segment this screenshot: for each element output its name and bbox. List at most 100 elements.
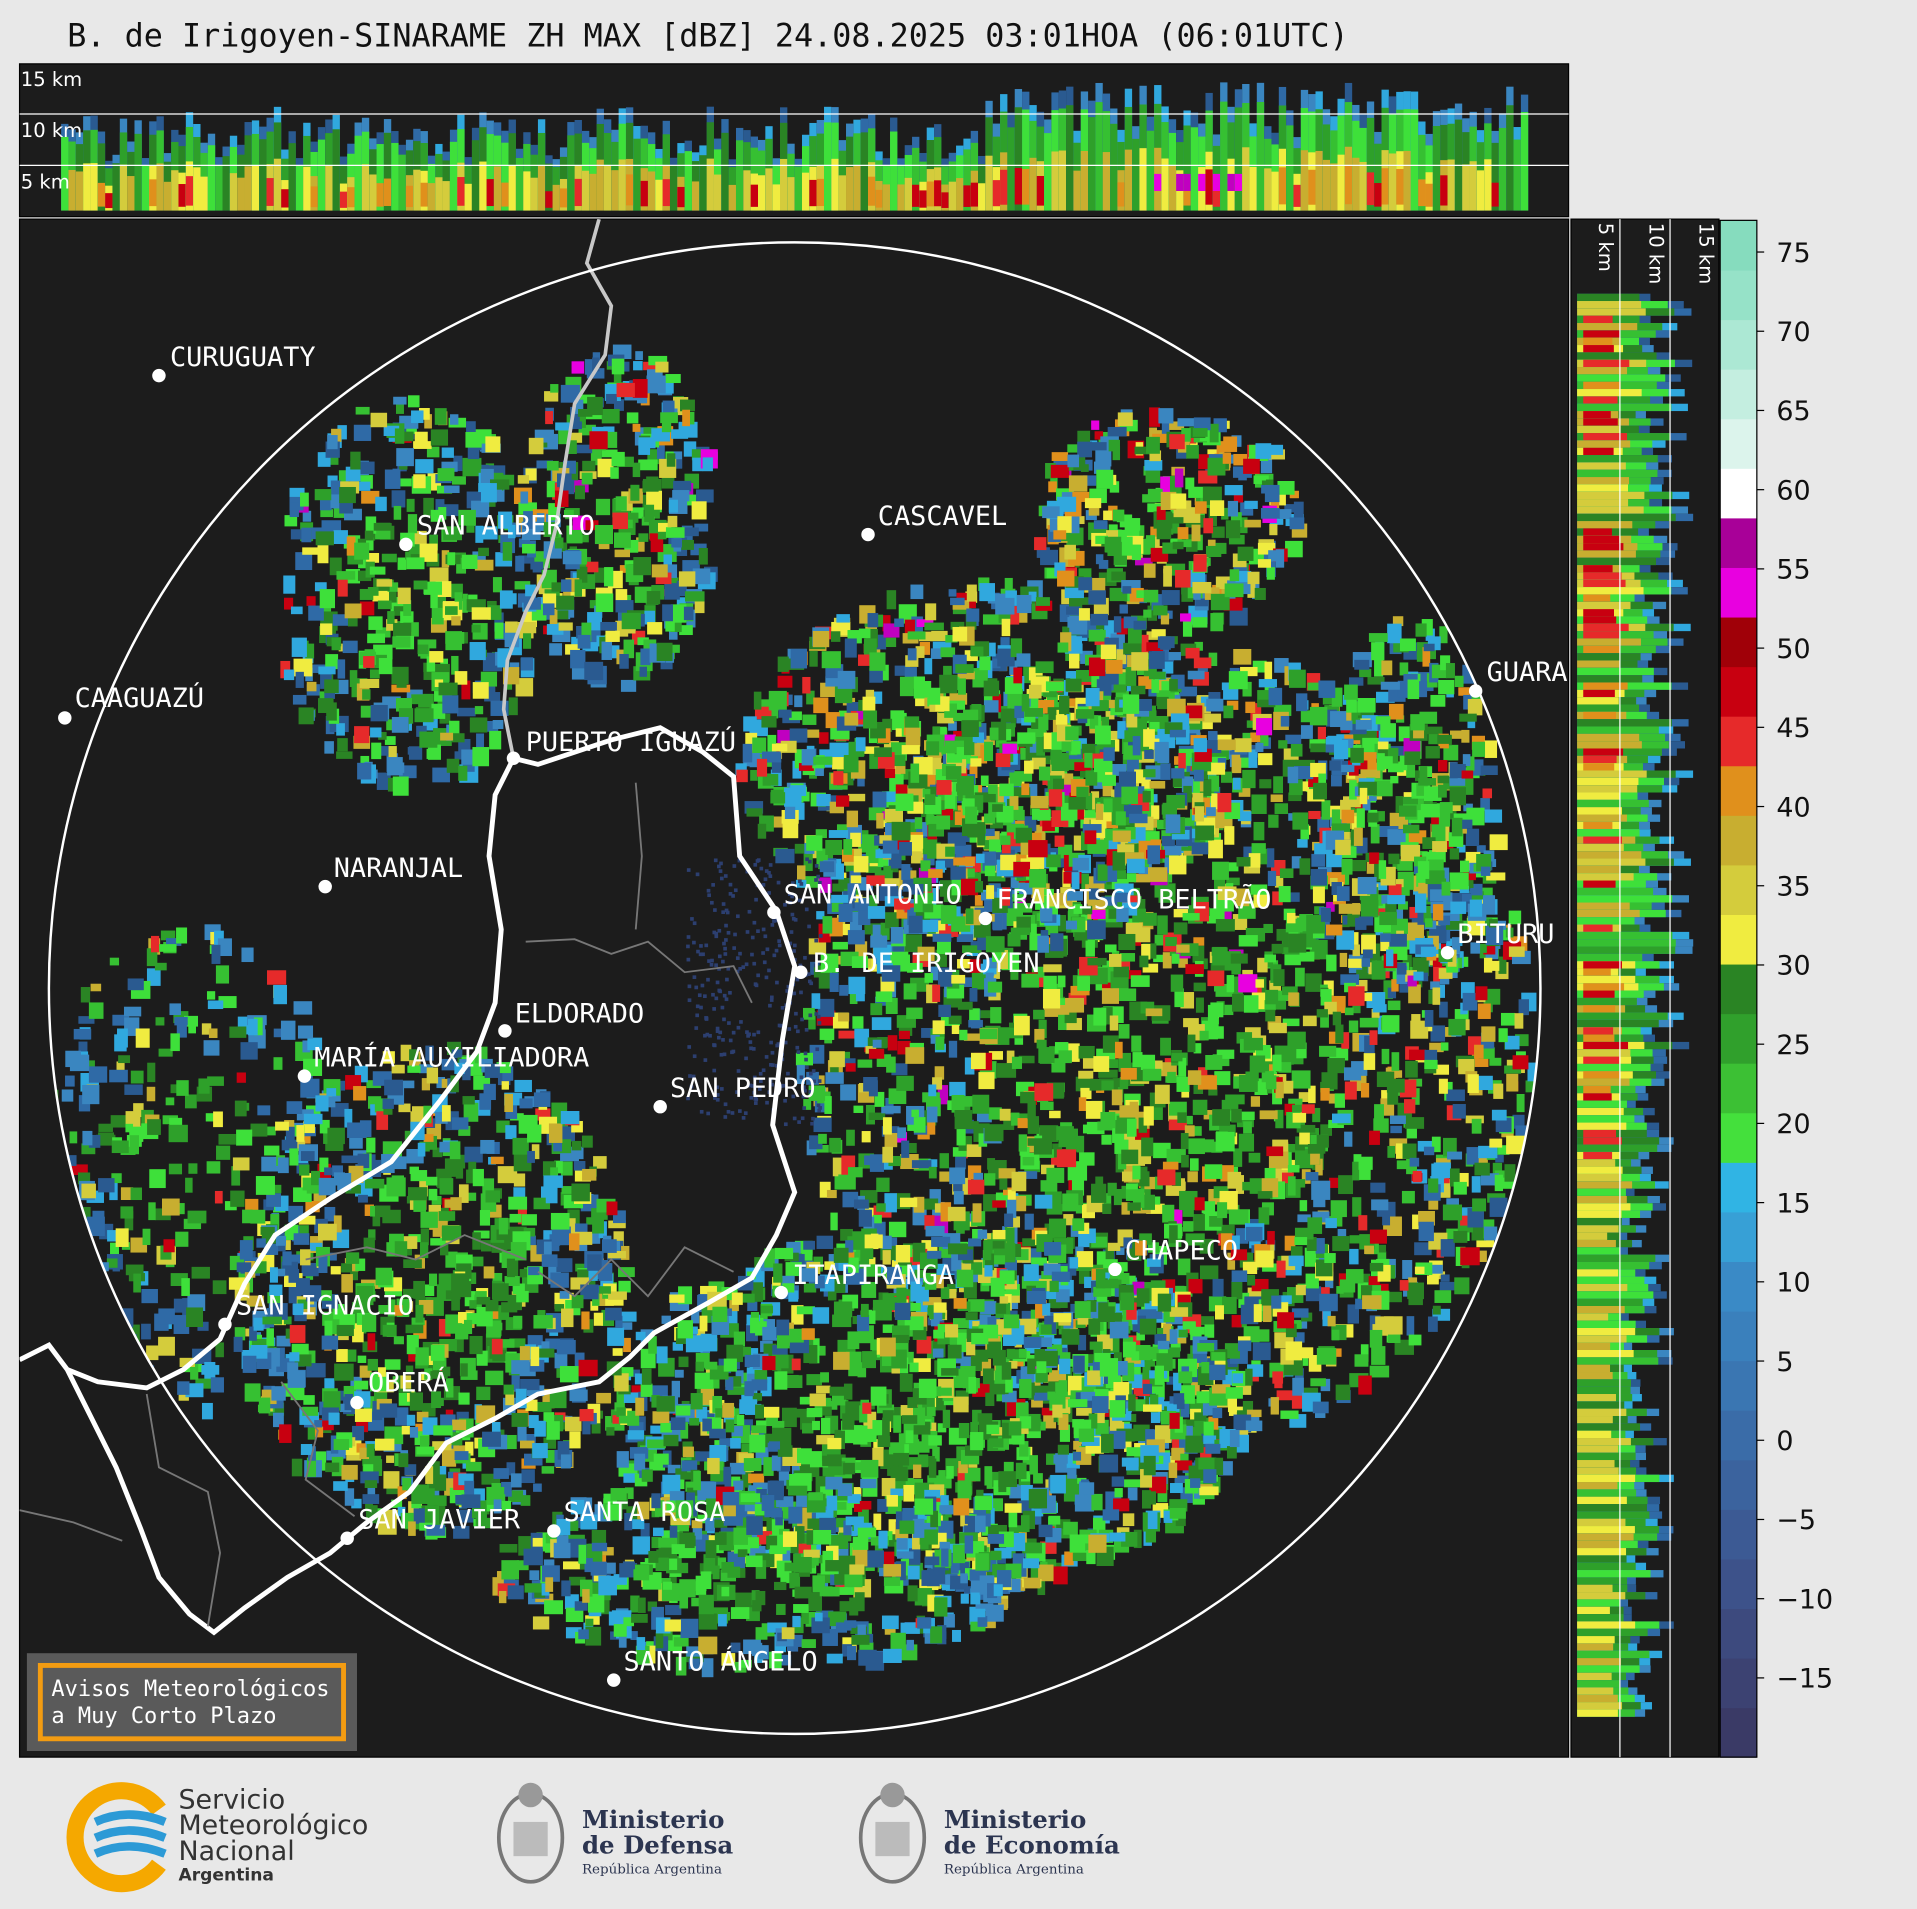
echo-cell — [1170, 493, 1187, 509]
section-column — [1190, 127, 1199, 211]
echo-cell — [802, 676, 811, 694]
echo-cell — [865, 864, 882, 873]
echo-cell — [1131, 652, 1149, 671]
echo-cell — [1408, 830, 1427, 844]
echo-cell — [1471, 1118, 1482, 1134]
echo-cell — [1214, 875, 1226, 892]
section-column — [559, 188, 568, 208]
echo-cell — [979, 583, 996, 602]
echo-cell — [1067, 454, 1080, 468]
section-column — [251, 165, 260, 211]
echo-cell — [891, 821, 911, 841]
section-column — [545, 163, 553, 211]
echo-cell — [1103, 798, 1113, 813]
section-column — [1491, 182, 1499, 207]
echo-cell — [1258, 1207, 1270, 1225]
echo-cell — [771, 762, 782, 773]
echo-cell — [1292, 1112, 1307, 1123]
echo-cell — [888, 849, 902, 869]
echo-cell — [1253, 893, 1268, 908]
echo-cell — [880, 922, 889, 935]
echo-cell — [990, 1007, 1002, 1024]
echo-cell — [1228, 1209, 1249, 1225]
echo-cell — [802, 1423, 814, 1434]
echo-cell — [937, 712, 955, 724]
echo-cell — [1096, 469, 1114, 489]
echo-cell — [992, 804, 1003, 812]
echo-cell — [1092, 1396, 1109, 1414]
echo-cell — [1264, 954, 1277, 963]
echo-cell — [939, 1153, 949, 1169]
echo-cell — [796, 865, 806, 880]
echo-cell — [899, 1197, 918, 1208]
echo-cell — [1355, 1298, 1369, 1310]
echo-cell — [1011, 1056, 1023, 1069]
echo-cell — [1194, 1197, 1205, 1211]
echo-cell — [945, 1259, 956, 1274]
section-column — [662, 179, 670, 207]
echo-cell — [959, 1029, 968, 1041]
echo-cell — [1126, 1118, 1137, 1137]
echo-cell — [1269, 524, 1278, 536]
echo-cell — [1187, 1171, 1198, 1183]
echo-cell — [829, 972, 839, 992]
echo-cell — [1360, 768, 1374, 779]
echo-cell — [1428, 1199, 1439, 1210]
echo-cell — [1049, 1110, 1061, 1119]
echo-cell — [1157, 636, 1175, 649]
echo-cell — [1176, 944, 1190, 953]
echo-cell — [1143, 831, 1160, 843]
echo-cell — [1335, 1384, 1351, 1401]
section-column — [574, 178, 582, 207]
echo-cell — [1050, 933, 1064, 952]
echo-cell — [761, 716, 777, 728]
echo-cell — [1044, 1291, 1058, 1300]
echo-cell — [1277, 1312, 1295, 1329]
echo-cell — [1004, 1027, 1023, 1039]
section-column — [347, 187, 355, 208]
echo-cell — [964, 742, 975, 756]
echo-cell — [789, 728, 808, 743]
echo-cell — [1171, 1172, 1181, 1186]
echo-cell — [1220, 911, 1232, 920]
section-column — [332, 129, 340, 211]
echo-cell — [950, 597, 965, 606]
echo-cell — [1467, 1074, 1479, 1093]
echo-cell — [1056, 1149, 1077, 1168]
section-column — [1462, 164, 1470, 211]
echo-cell — [1257, 690, 1273, 703]
echo-cell — [1035, 597, 1050, 606]
section-column — [677, 186, 685, 208]
echo-cell — [1194, 806, 1205, 822]
echo-cell — [1114, 869, 1127, 881]
section-column — [691, 181, 700, 211]
echo-cell — [932, 1077, 943, 1090]
echo-cell — [910, 584, 924, 600]
echo-cell — [885, 637, 897, 648]
echo-cell — [869, 751, 879, 769]
echo-cell — [1193, 738, 1207, 753]
echo-cell — [1439, 1001, 1448, 1018]
echo-cell — [913, 1196, 925, 1213]
echo-cell — [1307, 1143, 1326, 1154]
echo-cell — [1214, 1305, 1224, 1320]
echo-cell — [1105, 710, 1115, 720]
section-column — [1315, 150, 1323, 211]
echo-cell — [1267, 870, 1277, 886]
echo-cell — [977, 1010, 993, 1019]
echo-cell — [882, 1117, 892, 1135]
section-column — [1007, 127, 1015, 211]
echo-cell — [832, 858, 842, 868]
echo-cell — [1347, 1304, 1359, 1324]
echo-cell — [1489, 1197, 1508, 1217]
echo-cell — [1291, 1308, 1309, 1318]
section-column — [794, 166, 803, 211]
echo-cell — [1471, 1176, 1481, 1193]
section-column — [1051, 151, 1059, 211]
section-column — [1132, 138, 1140, 211]
echo-cell — [1150, 1410, 1161, 1423]
echo-cell — [1254, 587, 1266, 600]
echo-cell — [963, 1033, 981, 1041]
section-column — [992, 180, 1001, 207]
echo-cell — [936, 780, 952, 795]
